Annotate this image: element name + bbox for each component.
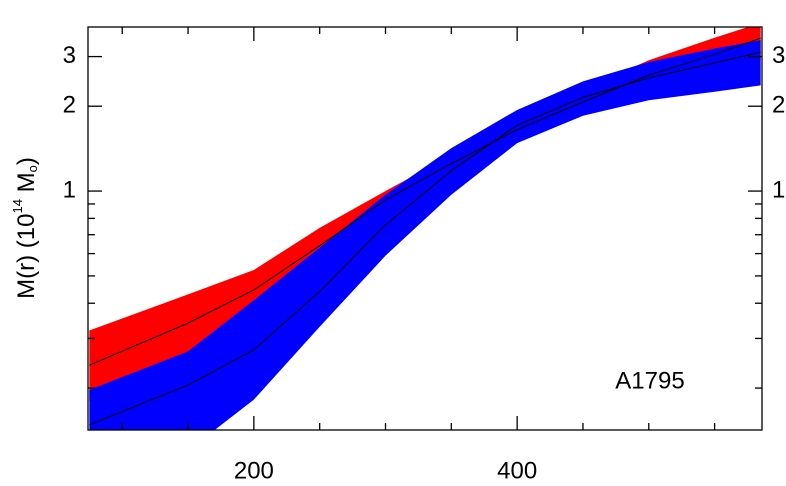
y-axis-label: M(r) (1014 Mo) <box>10 157 40 299</box>
y-label-part: ) <box>13 157 40 165</box>
frame <box>87 26 763 431</box>
annotation: A1795 <box>615 367 684 394</box>
x-tick-label: 400 <box>497 457 537 484</box>
y-tick-label-right: 1 <box>772 176 785 203</box>
center-line <box>89 51 761 426</box>
band <box>89 40 761 430</box>
x-tick-label: 200 <box>234 457 274 484</box>
y-tick-label-right: 3 <box>772 42 785 69</box>
y-label-part: M(r) (10 <box>13 214 40 299</box>
y-tick-label: 3 <box>63 42 76 69</box>
plot-area <box>89 27 761 430</box>
y-label-sup: 14 <box>10 199 25 213</box>
y-tick-label: 1 <box>63 176 76 203</box>
center-line <box>89 37 761 366</box>
y-tick-label-right: 2 <box>772 92 785 119</box>
y-label-sub: o <box>25 165 40 172</box>
y-label-part: M <box>13 172 40 199</box>
y-tick-label: 2 <box>63 92 76 119</box>
